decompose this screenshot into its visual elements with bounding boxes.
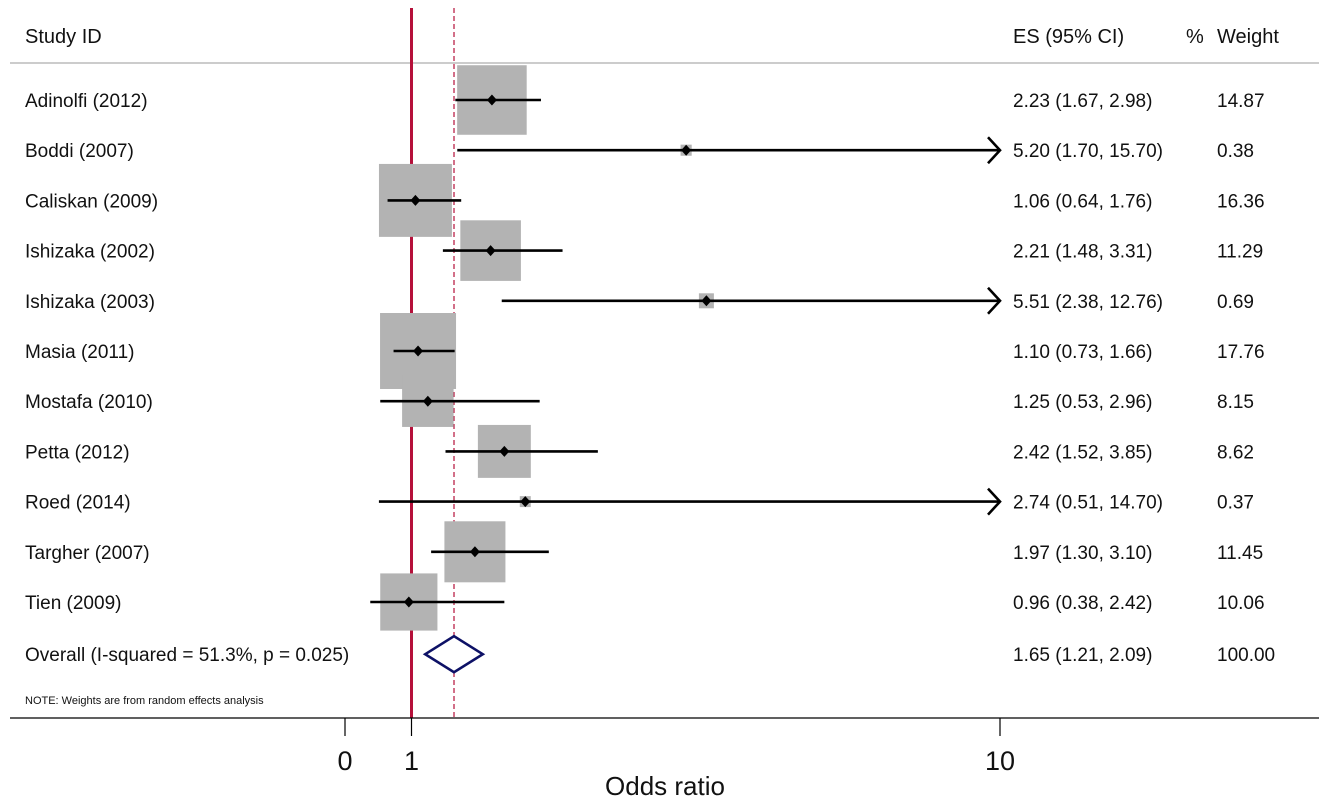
header-weight: Weight: [1217, 26, 1279, 48]
study-label: Caliskan (2009): [25, 191, 158, 212]
ci-arrow-icon: [987, 136, 1002, 165]
x-tick-label: 1: [404, 746, 419, 776]
study-rows: Adinolfi (2012) 2.23 (1.67, 2.98) 14.87 Bod…: [25, 8, 1275, 718]
ci-arrow-icon: [987, 487, 1002, 516]
study-weight: 17.76: [1217, 342, 1265, 363]
study-row: Ishizaka (2003) 5.51 (2.38, 12.76) 0.69: [25, 286, 1254, 315]
point-estimate: [413, 345, 424, 357]
point-estimate: [485, 245, 496, 257]
study-weight: 11.29: [1217, 242, 1263, 263]
study-weight: 0.37: [1217, 493, 1254, 514]
study-label: Petta (2012): [25, 442, 130, 463]
study-es-ci: 1.25 (0.53, 2.96): [1013, 392, 1152, 413]
study-label: Mostafa (2010): [25, 392, 153, 413]
overall-diamond: [422, 634, 486, 674]
study-row: Caliskan (2009) 1.06 (0.64, 1.76) 16.36: [25, 163, 1265, 237]
study-row: Mostafa (2010) 1.25 (0.53, 2.96) 8.15: [25, 375, 1254, 427]
study-label: Boddi (2007): [25, 141, 134, 162]
study-row: Tien (2009) 0.96 (0.38, 2.42) 10.06: [25, 573, 1265, 631]
point-estimate: [520, 496, 531, 508]
study-es-ci: 1.97 (1.30, 3.10): [1013, 543, 1152, 564]
study-weight: 0.69: [1217, 292, 1254, 313]
study-es-ci: 5.20 (1.70, 15.70): [1013, 141, 1163, 162]
study-weight: 8.62: [1217, 442, 1254, 463]
study-row: Boddi (2007) 5.20 (1.70, 15.70) 0.38: [25, 136, 1254, 165]
study-weight: 10.06: [1217, 593, 1265, 614]
study-es-ci: 1.06 (0.64, 1.76): [1013, 191, 1152, 212]
overall-weight: 100.00: [1217, 645, 1275, 666]
study-label: Ishizaka (2003): [25, 292, 155, 313]
study-es-ci: 2.74 (0.51, 14.70): [1013, 493, 1163, 514]
point-estimate: [469, 546, 480, 558]
study-weight: 11.45: [1217, 543, 1263, 564]
point-estimate: [486, 94, 497, 106]
ci-arrow-icon: [987, 286, 1002, 315]
study-weight: 16.36: [1217, 191, 1265, 212]
study-es-ci: 0.96 (0.38, 2.42): [1013, 593, 1152, 614]
study-es-ci: 2.21 (1.48, 3.31): [1013, 242, 1152, 263]
point-estimate: [681, 144, 692, 156]
point-estimate: [499, 445, 510, 457]
study-es-ci: 2.23 (1.67, 2.98): [1013, 91, 1152, 112]
study-row: Adinolfi (2012) 2.23 (1.67, 2.98) 14.87: [25, 65, 1265, 135]
overall-es-ci: 1.65 (1.21, 2.09): [1013, 645, 1152, 666]
overall-row: Overall (I-squared = 51.3%, p = 0.025) 1.…: [25, 634, 1275, 674]
study-label: Targher (2007): [25, 543, 150, 564]
header-weight-pct: %: [1186, 26, 1204, 48]
study-label: Roed (2014): [25, 493, 131, 514]
study-row: Ishizaka (2002) 2.21 (1.48, 3.31) 11.29: [25, 220, 1263, 281]
header-study-id: Study ID: [25, 26, 102, 48]
study-weight: 0.38: [1217, 141, 1254, 162]
study-weight: 8.15: [1217, 392, 1254, 413]
x-axis-ticks: 0 1 10: [337, 718, 1015, 776]
study-weight: 14.87: [1217, 91, 1265, 112]
study-label: Adinolfi (2012): [25, 91, 148, 112]
study-row: Petta (2012) 2.42 (1.52, 3.85) 8.62: [25, 424, 1254, 478]
point-estimate: [422, 395, 433, 407]
point-estimate: [403, 596, 414, 608]
study-es-ci: 1.10 (0.73, 1.66): [1013, 342, 1152, 363]
overall-label: Overall (I-squared = 51.3%, p = 0.025): [25, 645, 349, 666]
study-label: Ishizaka (2002): [25, 242, 155, 263]
x-axis-label: Odds ratio: [605, 771, 725, 800]
study-es-ci: 2.42 (1.52, 3.85): [1013, 442, 1152, 463]
study-es-ci: 5.51 (2.38, 12.76): [1013, 292, 1163, 313]
header-es-ci: ES (95% CI): [1013, 26, 1124, 48]
x-tick-label: 0: [337, 746, 352, 776]
point-estimate: [410, 194, 421, 206]
study-row: Masia (2011) 1.10 (0.73, 1.66) 17.76: [25, 313, 1265, 389]
study-row: Targher (2007) 1.97 (1.30, 3.10) 11.45: [25, 521, 1263, 583]
note-text: NOTE: Weights are from random effects an…: [25, 695, 264, 707]
study-label: Tien (2009): [25, 593, 121, 614]
point-estimate: [701, 295, 712, 307]
x-tick-label: 10: [985, 746, 1015, 776]
study-row: Roed (2014) 2.74 (0.51, 14.70) 0.37: [25, 487, 1254, 516]
study-label: Masia (2011): [25, 342, 134, 363]
